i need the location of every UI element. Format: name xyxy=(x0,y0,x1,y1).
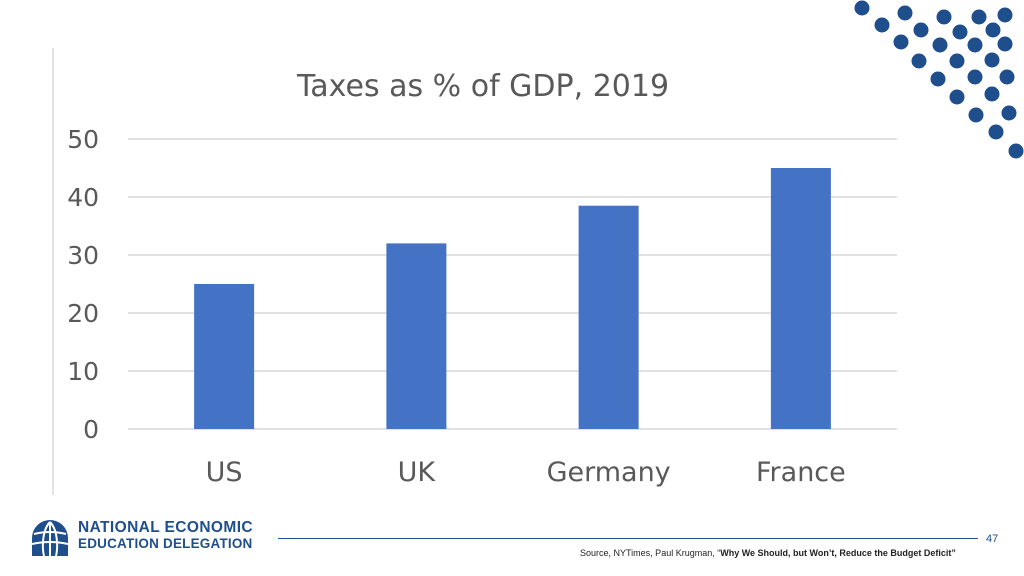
x-axis-category-labels: US UK Germany France xyxy=(206,457,846,488)
logo-line-2: EDUCATION DELEGATION xyxy=(78,536,253,551)
globe-icon xyxy=(31,520,69,557)
bars xyxy=(194,168,831,429)
y-tick-label-30: 30 xyxy=(67,241,99,270)
organization-logo: NATIONAL ECONOMIC EDUCATION DELEGATION xyxy=(30,518,270,558)
bar-uk xyxy=(386,243,447,429)
bar-germany xyxy=(578,205,639,429)
x-category-label-uk: UK xyxy=(398,457,437,488)
y-tick-label-40: 40 xyxy=(67,183,99,212)
y-tick-label-0: 0 xyxy=(83,415,99,444)
x-category-label-germany: Germany xyxy=(547,457,671,488)
chart-title: Taxes as % of GDP, 2019 xyxy=(296,69,669,104)
source-article-title: Why We Should, but Won’t, Reduce the Bud… xyxy=(720,548,956,558)
y-tick-label-10: 10 xyxy=(67,357,99,386)
y-tick-label-20: 20 xyxy=(67,299,99,328)
y-axis-tick-labels: 0 10 20 30 40 50 xyxy=(67,125,99,444)
logo-line-1: NATIONAL ECONOMIC xyxy=(78,519,253,536)
gridlines xyxy=(128,138,897,430)
bar-us xyxy=(194,284,255,429)
logo-wordmark: NATIONAL ECONOMIC EDUCATION DELEGATION xyxy=(78,520,253,552)
source-prefix: Source, NYTimes, Paul Krugman, “ xyxy=(580,548,721,558)
page-number: 47 xyxy=(986,533,999,545)
x-category-label-france: France xyxy=(756,457,846,488)
source-citation: Source, NYTimes, Paul Krugman, “Why We S… xyxy=(580,548,956,558)
y-tick-label-50: 50 xyxy=(67,125,99,154)
bar-france xyxy=(770,168,831,429)
x-category-label-us: US xyxy=(206,457,243,488)
footer-divider xyxy=(278,538,978,539)
